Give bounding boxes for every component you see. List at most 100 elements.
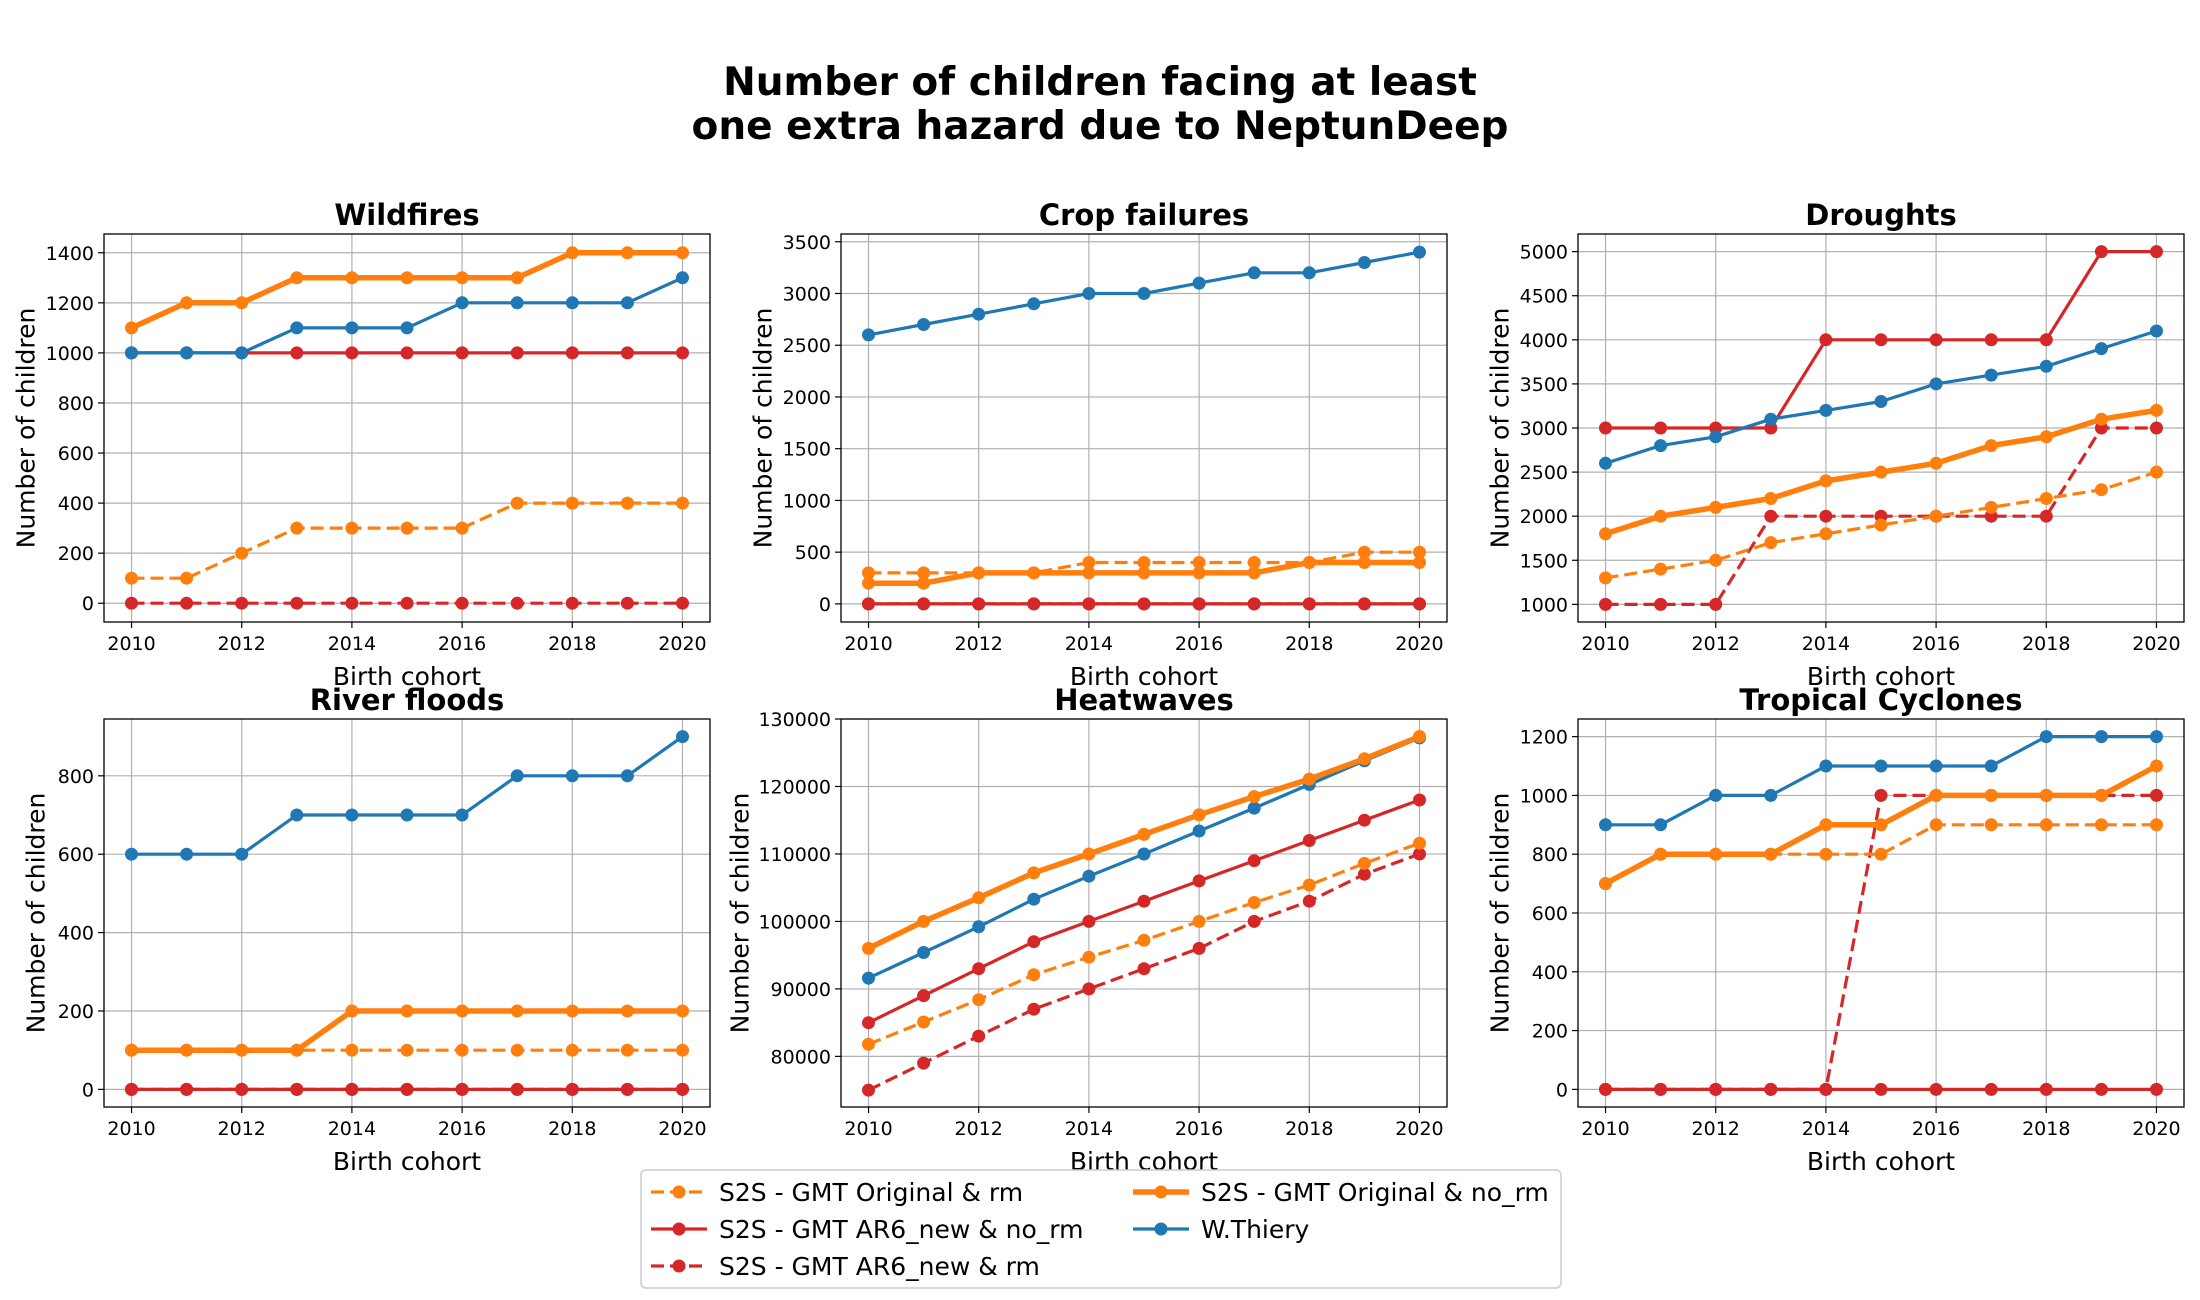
y-tick-label: 200 <box>58 543 94 565</box>
x-tick-label: 2018 <box>2022 1118 2070 1140</box>
data-point <box>565 246 579 260</box>
data-point <box>620 1082 634 1096</box>
panel-title: Droughts <box>1805 198 1956 232</box>
data-point <box>972 920 986 934</box>
x-tick-label: 2012 <box>218 633 266 655</box>
x-tick-label: 2020 <box>2132 633 2180 655</box>
x-tick-label: 2014 <box>328 1118 376 1140</box>
legend-label: S2S - GMT AR6_new & rm <box>719 1252 1040 1281</box>
data-point <box>972 962 986 976</box>
data-point <box>1302 894 1316 908</box>
data-point <box>862 971 875 985</box>
y-tick-label: 500 <box>795 542 831 564</box>
data-point <box>510 271 524 285</box>
data-point <box>1027 935 1041 949</box>
x-tick-label: 2014 <box>1065 1118 1113 1140</box>
data-point <box>1654 421 1668 435</box>
data-point <box>1137 894 1151 908</box>
data-point <box>510 769 524 783</box>
data-point <box>400 1082 414 1096</box>
data-point <box>1302 834 1316 847</box>
data-point <box>2150 759 2163 773</box>
data-point <box>1082 982 1096 996</box>
data-point <box>565 1004 579 1018</box>
data-point <box>180 847 194 861</box>
data-point <box>1984 788 1998 802</box>
data-point <box>2150 818 2163 832</box>
x-tick-label: 2010 <box>1581 633 1629 655</box>
data-point <box>862 1083 875 1097</box>
data-point <box>1357 597 1371 611</box>
data-point <box>1929 788 1943 802</box>
data-point <box>345 346 359 360</box>
data-point <box>235 546 249 560</box>
data-point <box>400 596 414 610</box>
y-tick-label: 1500 <box>1520 550 1568 572</box>
y-tick-label: 800 <box>1532 844 1568 866</box>
y-tick-label: 4000 <box>1520 330 1568 352</box>
data-point <box>862 1037 875 1051</box>
x-tick-label: 2014 <box>328 633 376 655</box>
x-axis-label: Birth cohort <box>333 1147 481 1176</box>
legend-box <box>640 1169 1562 1289</box>
x-tick-label: 2020 <box>2132 1118 2180 1140</box>
data-point <box>1599 456 1612 470</box>
y-axis-label: Number of children <box>12 308 41 549</box>
data-point <box>455 521 469 535</box>
legend-label: S2S - GMT Original & no_rm <box>1201 1178 1549 1207</box>
series-orig-rm <box>125 496 689 585</box>
data-point <box>1929 333 1943 347</box>
legend-marker <box>672 1185 686 1199</box>
data-point <box>290 808 304 822</box>
data-point <box>1764 492 1778 505</box>
data-point <box>917 989 931 1003</box>
data-point <box>676 246 689 260</box>
data-point <box>455 1082 469 1096</box>
y-tick-label: 1000 <box>46 343 94 365</box>
data-point <box>1929 818 1943 832</box>
data-point <box>1874 465 1888 479</box>
x-axis-label: Birth cohort <box>1807 1147 1955 1176</box>
data-point <box>1709 847 1723 861</box>
y-tick-label: 100000 <box>758 911 831 933</box>
data-point <box>1027 297 1041 311</box>
y-tick-label: 90000 <box>771 979 831 1001</box>
data-point <box>1599 1082 1612 1096</box>
data-point <box>1082 950 1096 964</box>
data-point <box>1819 1082 1833 1096</box>
data-point <box>1599 597 1612 611</box>
data-point <box>1137 847 1151 861</box>
x-tick-label: 2010 <box>1581 1118 1629 1140</box>
x-tick-label: 2012 <box>955 633 1003 655</box>
data-point <box>1082 914 1096 928</box>
data-point <box>972 1029 986 1043</box>
data-point <box>125 1043 138 1057</box>
data-point <box>1302 772 1316 786</box>
data-point <box>2039 509 2053 523</box>
data-point <box>1819 474 1833 488</box>
x-tick-label: 2012 <box>955 1118 1003 1140</box>
data-point <box>1819 509 1833 523</box>
data-point <box>290 346 304 360</box>
data-point <box>1819 759 1833 773</box>
panel-heatwaves: 2010 2012 2014 2016 2018 2020 80000 90000 100000… <box>726 683 1448 1176</box>
series-orig-norm <box>125 1004 689 1057</box>
data-point <box>1709 553 1723 567</box>
data-point <box>565 296 579 310</box>
y-tick-label: 80000 <box>771 1046 831 1068</box>
data-point <box>1819 818 1833 832</box>
data-point <box>917 318 931 331</box>
data-point <box>180 1082 194 1096</box>
series-ar6-norm <box>1599 1082 2163 1096</box>
data-point <box>2150 788 2163 802</box>
data-point <box>290 596 304 610</box>
data-point <box>1984 759 1998 773</box>
y-tick-label: 2500 <box>783 335 831 357</box>
x-tick-label: 2010 <box>107 1118 155 1140</box>
x-tick-label: 2016 <box>1175 633 1223 655</box>
data-point <box>510 1004 524 1018</box>
data-point <box>676 1004 689 1018</box>
series-line <box>131 501 683 580</box>
y-axis-label: Number of children <box>22 793 51 1034</box>
data-point <box>1247 790 1261 804</box>
